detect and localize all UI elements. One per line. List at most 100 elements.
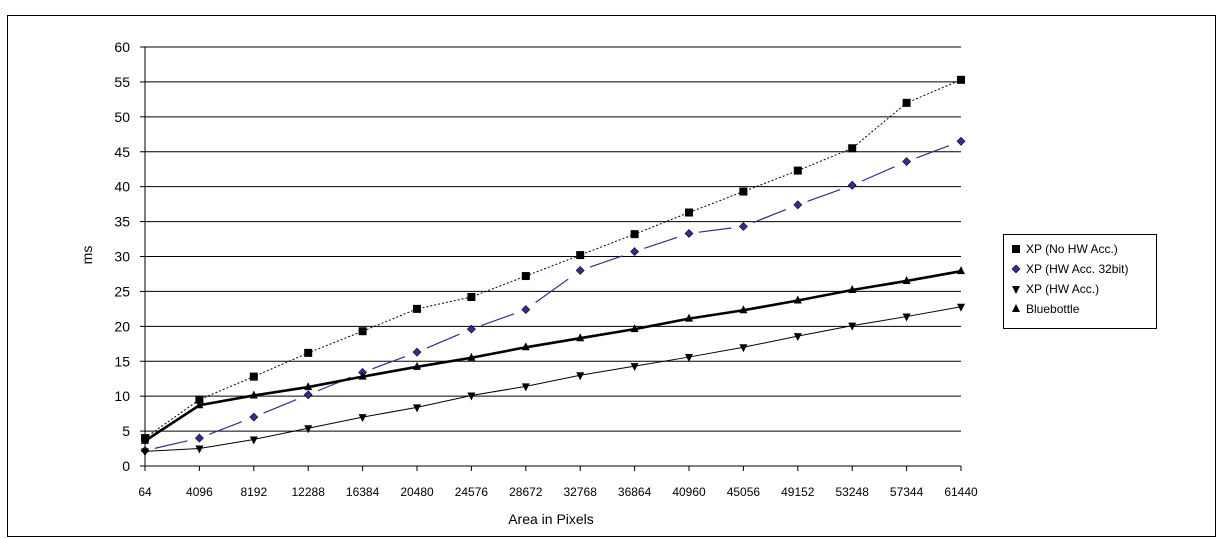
data-point-square bbox=[358, 327, 367, 336]
data-point-triangle-down bbox=[576, 372, 585, 381]
y-tick-label: 55 bbox=[114, 74, 130, 90]
y-tick-label: 50 bbox=[114, 109, 130, 125]
tick-labels: 0 5 10 15 20 25 30 35 40 45 50 55 60 64 4096 8192 12288 1… bbox=[114, 39, 978, 499]
series-segment bbox=[263, 399, 297, 414]
legend-label: XP (No HW Acc.) bbox=[1026, 242, 1118, 256]
data-point-triangle-up bbox=[304, 382, 313, 391]
x-axis-label: Area in Pixels bbox=[508, 511, 594, 527]
x-tick-label: 64 bbox=[138, 485, 152, 499]
data-point-triangle-up bbox=[521, 342, 530, 351]
data-point-diamond bbox=[575, 266, 585, 275]
data-point-diamond bbox=[847, 180, 857, 190]
series-segment bbox=[861, 166, 895, 182]
data-point-square bbox=[576, 251, 585, 260]
series-xp-no-hw-acc bbox=[141, 75, 965, 443]
series-segment bbox=[644, 236, 678, 249]
y-tick-label: 0 bbox=[122, 458, 130, 474]
data-point-diamond bbox=[793, 200, 803, 210]
data-point-triangle-down bbox=[848, 322, 857, 331]
x-tick-label: 53248 bbox=[836, 485, 870, 499]
y-tick-label: 40 bbox=[114, 179, 130, 195]
legend-marker-diamond-icon bbox=[1010, 264, 1022, 274]
data-point-square bbox=[848, 144, 857, 153]
series-bluebottle bbox=[141, 266, 965, 444]
y-tick-label: 10 bbox=[114, 388, 130, 404]
data-point-diamond bbox=[521, 305, 531, 314]
data-point-triangle-up bbox=[848, 285, 857, 294]
y-tick-label: 5 bbox=[122, 423, 130, 439]
data-point-triangle-up bbox=[957, 266, 965, 275]
y-tick-label: 45 bbox=[114, 144, 130, 160]
y-tick-label: 30 bbox=[114, 249, 130, 265]
data-point-triangle-down bbox=[413, 404, 421, 413]
x-tick-label: 4096 bbox=[186, 485, 213, 499]
data-point-triangle-down bbox=[630, 363, 639, 372]
data-point-diamond bbox=[1011, 264, 1021, 274]
x-tick-label: 16384 bbox=[346, 485, 380, 499]
legend-label: XP (HW Acc.) bbox=[1026, 282, 1100, 296]
series-segment bbox=[589, 255, 623, 268]
x-tick-label: 8192 bbox=[240, 485, 267, 499]
legend-marker-svg bbox=[1012, 304, 1020, 312]
series-segment bbox=[208, 421, 243, 435]
data-point-diamond bbox=[466, 324, 476, 334]
data-point-triangle-up bbox=[630, 324, 639, 333]
legend-marker-svg bbox=[1011, 264, 1021, 274]
data-point-triangle-up bbox=[793, 295, 802, 304]
data-point-triangle-up bbox=[413, 361, 421, 370]
series-segment bbox=[372, 356, 406, 370]
data-point-triangle-down bbox=[902, 313, 911, 322]
x-tick-label: 57344 bbox=[890, 485, 924, 499]
data-point-triangle-down bbox=[793, 333, 802, 342]
legend-item: Bluebottle bbox=[1010, 299, 1156, 319]
legend-marker-square-icon bbox=[1010, 244, 1022, 254]
data-point-square bbox=[304, 348, 313, 357]
data-point-diamond bbox=[738, 222, 748, 231]
series-segment bbox=[535, 278, 569, 304]
series-segment bbox=[752, 209, 787, 224]
data-point-diamond bbox=[249, 412, 259, 422]
data-point-triangle-down bbox=[249, 436, 258, 445]
data-point-triangle-up bbox=[739, 305, 748, 314]
y-tick-label: 25 bbox=[114, 283, 130, 299]
data-point-triangle-up bbox=[902, 275, 911, 284]
data-point-triangle-up bbox=[1012, 304, 1020, 312]
data-point-triangle-up bbox=[685, 313, 693, 322]
data-point-triangle-up bbox=[467, 352, 476, 361]
series-segment bbox=[426, 333, 460, 349]
y-tick-label: 35 bbox=[114, 214, 130, 230]
y-tick-label: 20 bbox=[114, 318, 130, 334]
data-point-triangle-down bbox=[521, 383, 530, 392]
legend: XP (No HW Acc.) XP (HW Acc. 32bit) XP (HW … bbox=[1003, 234, 1157, 329]
data-point-triangle-down bbox=[685, 354, 693, 363]
data-point-square bbox=[195, 395, 204, 404]
data-point-square bbox=[685, 208, 693, 217]
series-segment bbox=[916, 145, 950, 159]
x-tick-label: 24576 bbox=[455, 485, 489, 499]
data-point-square bbox=[521, 272, 530, 281]
data-point-diamond bbox=[303, 390, 313, 400]
axes bbox=[140, 46, 962, 471]
data-point-diamond bbox=[684, 229, 694, 238]
data-point-diamond bbox=[194, 433, 204, 443]
x-tick-label: 28672 bbox=[509, 485, 543, 499]
data-point-square bbox=[249, 372, 258, 381]
series-segment bbox=[698, 227, 732, 233]
data-point-triangle-down bbox=[739, 344, 748, 353]
data-point-square bbox=[957, 75, 965, 84]
x-tick-label: 12288 bbox=[292, 485, 326, 499]
data-point-triangle-up bbox=[576, 333, 585, 342]
data-point-diamond bbox=[902, 157, 912, 166]
y-tick-label: 60 bbox=[114, 39, 130, 55]
data-point-triangle-up bbox=[358, 371, 367, 380]
series-line bbox=[144, 79, 962, 439]
x-tick-label: 40960 bbox=[672, 485, 706, 499]
x-tick-label: 49152 bbox=[781, 485, 815, 499]
x-tick-label: 61440 bbox=[944, 485, 978, 499]
legend-item: XP (HW Acc. 32bit) bbox=[1010, 259, 1156, 279]
legend-marker-triangle-down-icon bbox=[1010, 284, 1022, 294]
data-point-triangle-down bbox=[1012, 286, 1020, 294]
data-point-diamond bbox=[956, 136, 966, 146]
data-point-triangle-down bbox=[304, 425, 313, 434]
series-segment bbox=[807, 189, 841, 202]
